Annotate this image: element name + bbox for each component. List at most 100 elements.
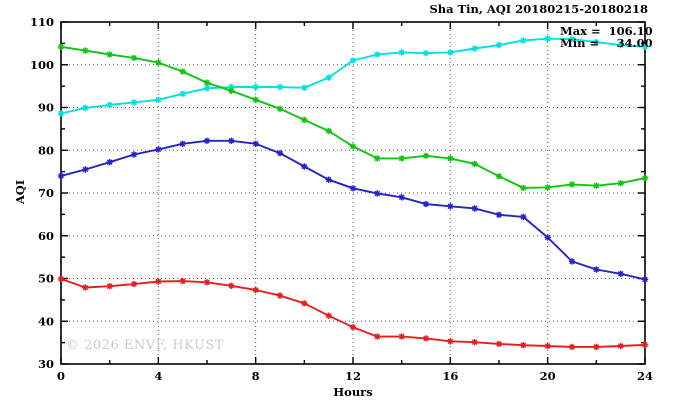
data-point-marker-green (130, 54, 138, 62)
data-point-marker-blue (228, 137, 235, 145)
data-point-marker-blue (398, 194, 405, 201)
data-point-marker-blue (349, 185, 357, 192)
data-point-marker-red (617, 342, 624, 350)
data-point-marker-red (447, 338, 454, 345)
legend-max-label: Max = (560, 24, 601, 38)
data-point-marker-blue (568, 258, 576, 265)
data-point-marker-red (495, 340, 503, 348)
x-axis-label: Hours (333, 385, 373, 399)
data-point-marker-green (106, 51, 113, 58)
data-point-marker-blue (106, 158, 113, 166)
legend-box: Max = 106.10 Min = 34.00 (560, 24, 653, 50)
data-point-marker-blue (447, 203, 454, 210)
data-point-marker-blue (325, 176, 332, 183)
series-line-red (60, 278, 646, 348)
plot-frame (60, 21, 646, 365)
data-point-marker-cyan (422, 50, 430, 57)
data-point-marker-green (641, 174, 649, 182)
y-tick-label: 90 (38, 101, 54, 115)
data-point-marker-green (520, 184, 527, 192)
data-point-marker-green (495, 173, 503, 180)
data-point-marker-blue (471, 205, 478, 212)
data-point-marker-cyan (301, 84, 308, 92)
data-point-marker-green (617, 179, 624, 187)
x-tick-label: 4 (154, 369, 162, 383)
y-tick-label: 100 (30, 58, 54, 72)
data-point-marker-green (203, 79, 211, 86)
data-point-marker-red (179, 277, 186, 285)
data-point-marker-green (349, 143, 357, 150)
data-point-marker-green (252, 96, 259, 104)
data-point-marker-blue (641, 276, 649, 283)
data-point-marker-blue (179, 140, 186, 148)
data-point-marker-red (641, 341, 649, 348)
data-point-marker-red (520, 342, 527, 349)
data-point-marker-green (374, 155, 381, 162)
data-point-marker-blue (617, 270, 624, 277)
data-point-marker-green (276, 105, 284, 113)
data-point-marker-cyan (325, 74, 332, 81)
y-tick-label: 110 (30, 15, 54, 29)
data-point-marker-cyan (641, 43, 649, 50)
data-point-marker-green (447, 155, 454, 162)
data-point-marker-green (471, 160, 478, 168)
data-point-marker-red (374, 333, 381, 340)
data-point-marker-cyan (520, 37, 527, 44)
data-point-marker-blue (82, 166, 89, 173)
data-point-marker-red (203, 279, 211, 286)
x-tick-label: 24 (637, 369, 653, 383)
data-point-marker-red (349, 324, 357, 331)
data-point-marker-cyan (398, 49, 405, 56)
data-point-marker-cyan (203, 85, 211, 92)
data-point-marker-cyan (447, 49, 454, 56)
data-point-marker-red (544, 342, 551, 350)
data-point-marker-cyan (495, 41, 503, 49)
y-tick-label: 30 (38, 357, 54, 371)
legend-max-value: 106.10 (608, 24, 653, 38)
legend-min-label: Min = (560, 35, 600, 50)
data-point-marker-cyan (593, 38, 600, 46)
y-tick-label: 40 (38, 314, 54, 328)
data-point-marker-cyan (276, 83, 284, 91)
data-point-marker-red (57, 275, 65, 283)
data-point-marker-cyan (568, 35, 576, 43)
x-tick-label: 16 (442, 369, 458, 383)
data-point-marker-cyan (130, 99, 138, 106)
data-point-marker-red (398, 333, 405, 340)
chart-title: Sha Tin, AQI 20180215-20180218 (429, 2, 648, 16)
data-point-marker-green (301, 116, 308, 124)
data-point-marker-green (57, 43, 65, 50)
data-point-marker-cyan (106, 101, 113, 109)
data-point-marker-green (325, 127, 332, 135)
data-point-marker-blue (374, 190, 381, 197)
data-point-marker-green (593, 182, 600, 189)
x-tick-label: 12 (345, 369, 361, 383)
data-point-marker-blue (593, 266, 600, 273)
data-point-marker-blue (520, 213, 527, 221)
data-point-marker-cyan (252, 83, 259, 91)
data-point-marker-cyan (471, 45, 478, 52)
data-point-marker-green (82, 47, 89, 54)
data-point-marker-red (252, 286, 259, 294)
data-point-marker-cyan (349, 57, 357, 64)
data-point-marker-blue (252, 140, 259, 148)
data-point-marker-red (593, 343, 600, 351)
data-point-marker-blue (544, 234, 551, 241)
data-point-marker-blue (203, 137, 211, 145)
y-tick-label: 70 (38, 186, 54, 200)
data-point-marker-green (544, 184, 551, 191)
data-point-marker-blue (57, 172, 65, 180)
data-point-marker-green (228, 87, 235, 95)
data-point-marker-green (398, 155, 405, 162)
y-axis-label: AQI (13, 179, 27, 205)
data-point-marker-red (568, 343, 576, 351)
data-point-marker-blue (422, 200, 430, 208)
x-tick-label: 8 (252, 369, 260, 383)
data-point-marker-cyan (155, 96, 162, 104)
data-point-marker-blue (276, 149, 284, 157)
data-point-marker-blue (155, 146, 162, 153)
legend-min-value: 34.00 (616, 35, 653, 50)
data-point-marker-cyan (228, 83, 235, 91)
data-point-marker-cyan (617, 41, 624, 49)
